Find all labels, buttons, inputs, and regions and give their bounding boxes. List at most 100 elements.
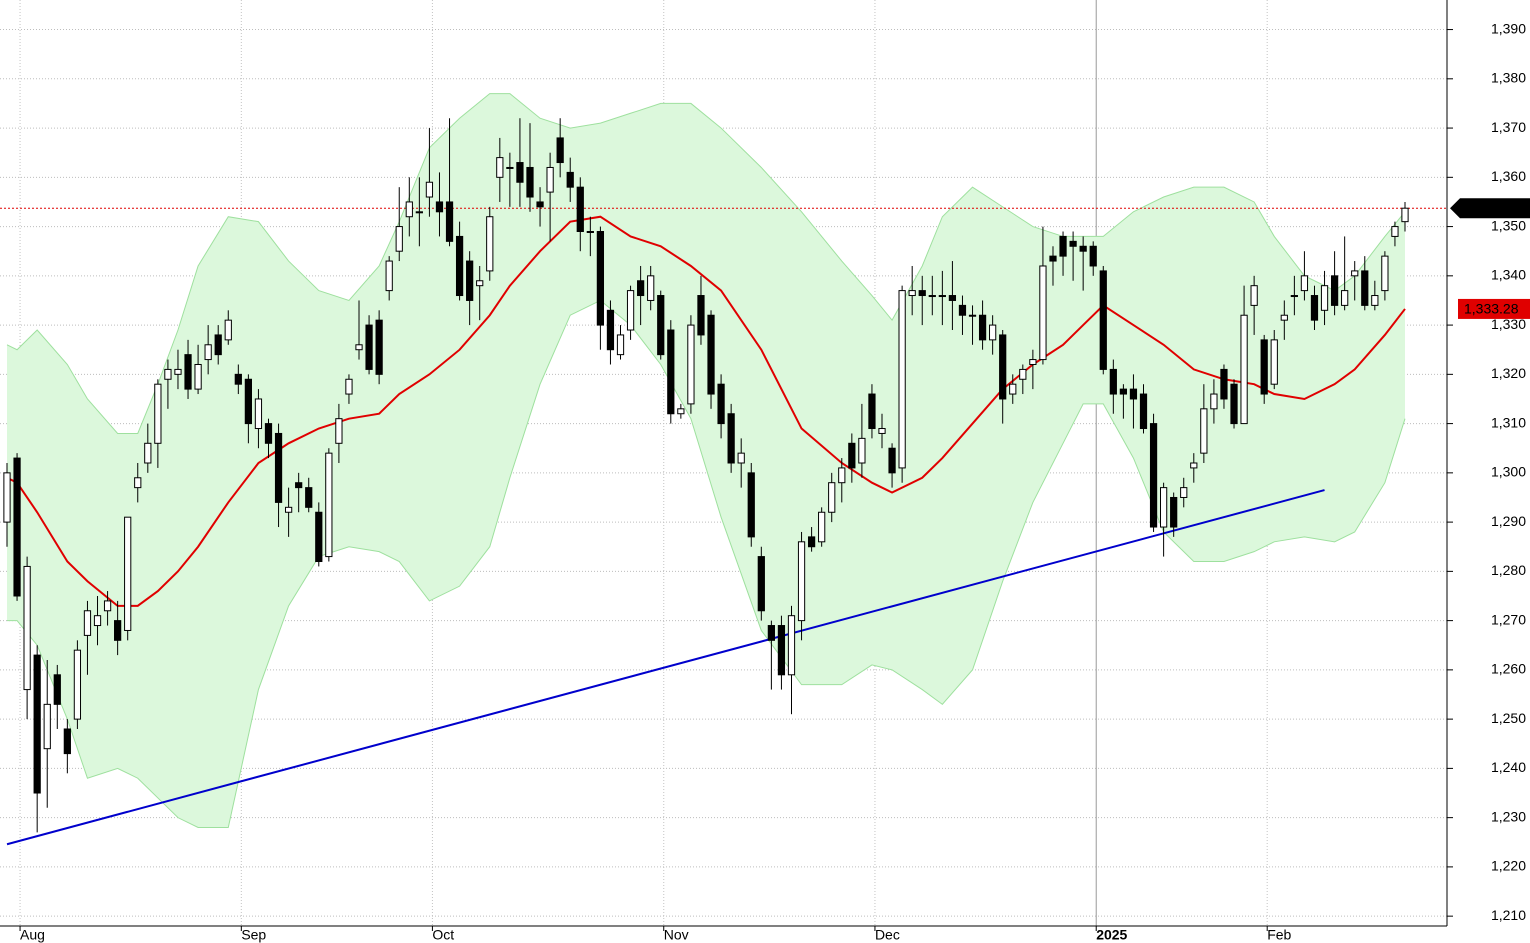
y-tick-label: 1,290 xyxy=(1491,513,1526,529)
candle-body xyxy=(365,324,373,370)
candle-body xyxy=(968,314,977,317)
candle-body xyxy=(23,565,31,691)
candle-body xyxy=(284,506,293,513)
candle-body xyxy=(295,482,303,489)
candle-body xyxy=(234,373,242,385)
candle-body xyxy=(1320,285,1329,311)
y-tick-label: 1,380 xyxy=(1491,70,1526,86)
candle-body xyxy=(144,442,152,464)
candle-body xyxy=(1099,270,1107,370)
y-tick-label: 1,320 xyxy=(1491,365,1526,381)
y-tick-label: 1,390 xyxy=(1491,20,1526,36)
candle-body xyxy=(1160,487,1168,528)
candle-body xyxy=(637,280,645,297)
candle-body xyxy=(556,137,564,164)
candle-body xyxy=(1270,339,1278,385)
candle-body xyxy=(496,157,504,178)
y-tick-label: 1,350 xyxy=(1491,217,1526,233)
trend-line xyxy=(6,489,1325,846)
candle-body xyxy=(194,363,202,390)
candle-body xyxy=(918,290,926,297)
candle-body xyxy=(445,201,454,242)
candle-body xyxy=(1250,285,1258,306)
candle-body xyxy=(1029,359,1037,365)
price-tag-label: 1,333.28 xyxy=(1464,301,1519,317)
candle-body xyxy=(345,378,353,395)
candle-body xyxy=(1351,270,1359,277)
candle-body xyxy=(1129,388,1138,400)
candle-body xyxy=(818,511,826,543)
candle-body xyxy=(83,610,92,636)
candle-body xyxy=(667,329,675,415)
candles xyxy=(3,118,1409,833)
x-tick-label: Feb xyxy=(1267,927,1291,943)
y-tick-label: 1,260 xyxy=(1491,661,1526,677)
candle-body xyxy=(978,314,987,341)
candle-body xyxy=(1139,393,1148,430)
candle-body xyxy=(224,319,232,341)
y-tick-label: 1,230 xyxy=(1491,808,1526,824)
candle-body xyxy=(1069,240,1077,247)
candle-body xyxy=(546,166,554,193)
candle-body xyxy=(455,235,464,297)
candle-body xyxy=(1039,265,1047,361)
candle-body xyxy=(43,703,51,750)
y-tick-label: 1,270 xyxy=(1491,611,1526,627)
candle-body xyxy=(1330,275,1339,306)
candle-body xyxy=(777,625,786,676)
candle-body xyxy=(1019,368,1027,380)
candle-body xyxy=(305,487,313,508)
candle-body xyxy=(757,556,765,612)
x-tick-label: Sep xyxy=(241,927,266,943)
candle-body xyxy=(536,201,544,208)
y-tick-label: 1,280 xyxy=(1491,562,1526,578)
candle-body xyxy=(868,393,876,430)
candle-body xyxy=(647,275,655,301)
candle-body xyxy=(506,166,514,169)
candle-body xyxy=(586,231,594,233)
y-tick-label: 1,300 xyxy=(1491,464,1526,480)
candle-body xyxy=(687,324,695,405)
candle-body xyxy=(114,620,122,641)
candle-body xyxy=(3,472,11,523)
candle-body xyxy=(315,511,323,563)
candle-body xyxy=(264,423,273,444)
candle-body xyxy=(375,319,383,375)
y-tick-label: 1,340 xyxy=(1491,267,1526,283)
candle-body xyxy=(244,378,252,425)
candle-body xyxy=(466,260,474,301)
candle-body xyxy=(93,615,102,627)
candle-body xyxy=(1180,487,1188,498)
candle-body xyxy=(335,418,343,444)
candle-body xyxy=(154,383,162,444)
candle-body xyxy=(737,452,745,464)
candle-body xyxy=(425,181,434,198)
candle-body xyxy=(626,290,635,331)
candle-body xyxy=(355,344,363,351)
candle-body xyxy=(1190,462,1198,469)
candle-body xyxy=(1310,295,1319,321)
candle-body xyxy=(516,162,524,183)
x-tick-label: 2025 xyxy=(1096,927,1127,943)
candle-body xyxy=(124,516,132,631)
candle-body xyxy=(1049,255,1057,262)
candle-body xyxy=(938,295,946,298)
candle-body xyxy=(767,625,775,641)
candle-body xyxy=(395,226,403,252)
candle-body xyxy=(134,477,142,489)
candle-body xyxy=(657,295,665,356)
candle-body xyxy=(325,452,333,558)
bollinger-band xyxy=(6,93,1406,828)
candle-body xyxy=(677,408,685,415)
candle-body xyxy=(1371,295,1379,306)
candle-body xyxy=(727,413,735,464)
candle-body xyxy=(1089,245,1097,267)
candle-body xyxy=(1079,245,1087,252)
candle-body xyxy=(908,290,916,297)
candle-body xyxy=(415,211,423,214)
candle-body xyxy=(435,201,444,213)
candle-body xyxy=(214,334,222,356)
moving-average xyxy=(6,215,1406,607)
